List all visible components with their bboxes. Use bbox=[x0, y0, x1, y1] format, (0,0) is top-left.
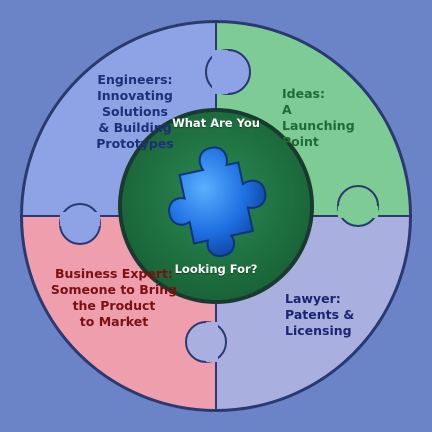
knob-left-fill bbox=[60, 212, 100, 226]
ideas-line-3: Point bbox=[282, 134, 319, 149]
lawyer-label: Lawyer: Patents & Licensing bbox=[285, 291, 375, 339]
business-label: Business Expert: Someone to Bring the Pr… bbox=[40, 266, 188, 330]
engineers-line-2: Innovating Solutions bbox=[97, 88, 173, 119]
knob-right-fill bbox=[338, 206, 378, 218]
center-question-bottom: Looking For? bbox=[174, 262, 258, 276]
business-line-2: Someone to Bring bbox=[50, 282, 178, 297]
engineers-line-1: Engineers: bbox=[97, 72, 173, 87]
lawyer-line-1: Lawyer: bbox=[285, 291, 341, 306]
lawyer-line-2: Patents & bbox=[285, 307, 355, 322]
business-line-4: to Market bbox=[79, 314, 149, 329]
engineers-line-3: & Building bbox=[98, 120, 172, 135]
engineers-label: Engineers: Innovating Solutions & Buildi… bbox=[70, 72, 200, 152]
puzzle-piece-icon bbox=[168, 146, 267, 258]
lawyer-line-3: Licensing bbox=[285, 323, 352, 338]
center-question-top: What Are You bbox=[172, 116, 260, 130]
business-line-1: Business Expert: bbox=[55, 266, 173, 281]
knob-top-fill bbox=[212, 50, 228, 94]
ideas-label: Ideas: A Launching Point bbox=[282, 86, 362, 150]
ideas-line-1: Ideas: bbox=[282, 86, 325, 101]
knob-bottom-fill bbox=[206, 322, 218, 362]
engineers-line-4: Prototypes bbox=[96, 136, 174, 151]
business-line-3: the Product bbox=[72, 298, 156, 313]
ideas-line-2: A Launching bbox=[282, 102, 355, 133]
